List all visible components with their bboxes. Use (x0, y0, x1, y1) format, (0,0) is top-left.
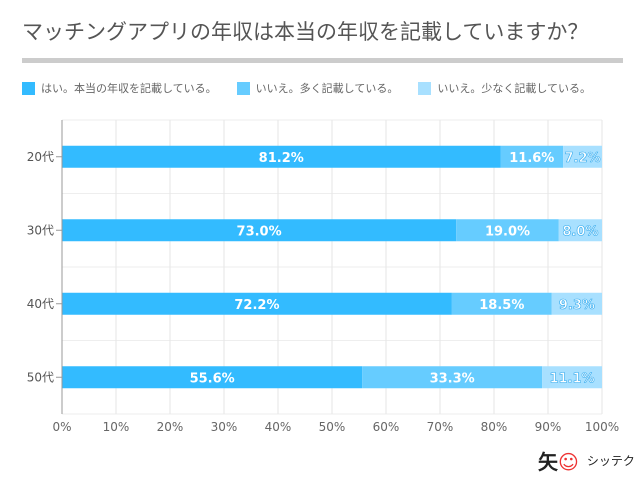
bar-segment (62, 145, 501, 168)
logo-mark: 矢☺ (538, 450, 579, 474)
data-label: 19.0% (485, 224, 530, 239)
legend: はい。本当の年収を記載している。 いいえ。多く記載している。 いいえ。少なく記載… (22, 80, 611, 96)
x-tick-label: 60% (373, 420, 400, 434)
data-label: 33.3% (430, 371, 475, 386)
logo-text: シッテク (586, 454, 635, 468)
bar-segment (558, 219, 602, 242)
legend-swatch (22, 81, 35, 95)
bar-segment (62, 366, 363, 389)
data-label: 81.2% (259, 151, 304, 166)
bar-segment (563, 145, 602, 168)
y-tick-label: 30代 (27, 223, 54, 237)
x-tick-label: 20% (157, 420, 184, 434)
bar-segment (362, 366, 543, 389)
data-label: 8.0% (562, 224, 598, 239)
x-tick-label: 70% (427, 420, 454, 434)
data-label: 18.5% (479, 298, 524, 313)
data-label: 72.2% (234, 298, 279, 313)
bar-segment (62, 219, 457, 242)
x-tick-label: 100% (585, 420, 619, 434)
logo: 矢☺ シッテク (538, 446, 635, 475)
legend-item: いいえ。少なく記載している。 (418, 80, 591, 96)
legend-item: いいえ。多く記載している。 (236, 80, 399, 96)
data-label: 9.3% (559, 298, 595, 313)
y-tick-label: 20代 (27, 150, 54, 164)
y-tick-label: 50代 (27, 370, 54, 384)
legend-label: いいえ。少なく記載している。 (437, 82, 592, 95)
legend-label: いいえ。多く記載している。 (255, 82, 399, 95)
x-tick-label: 80% (481, 420, 508, 434)
x-tick-label: 50% (319, 420, 346, 434)
bar-segment (542, 366, 602, 389)
x-tick-label: 0% (52, 420, 71, 434)
legend-item: はい。本当の年収を記載している。 (22, 80, 217, 96)
bar-segment (551, 292, 602, 315)
bar-segment (62, 292, 452, 315)
legend-label: はい。本当の年収を記載している。 (41, 82, 217, 95)
data-label: 73.0% (237, 224, 282, 239)
x-tick-label: 40% (265, 420, 292, 434)
legend-swatch (236, 81, 250, 95)
x-tick-label: 10% (103, 420, 130, 434)
legend-swatch (418, 81, 432, 95)
bar-segment (500, 145, 564, 168)
x-tick-label: 90% (535, 420, 562, 434)
chart-title: マッチングアプリの年収は本当の年収を記載していますか？ (22, 20, 589, 44)
y-tick-label: 40代 (27, 297, 54, 311)
x-tick-label: 30% (211, 420, 238, 434)
data-label: 11.1% (549, 371, 594, 386)
data-label: 7.2% (565, 151, 601, 166)
bar-segment (456, 219, 559, 242)
data-label: 11.6% (509, 151, 554, 166)
title-divider (22, 58, 623, 63)
bar-segment (451, 292, 552, 315)
data-label: 55.6% (190, 371, 235, 386)
